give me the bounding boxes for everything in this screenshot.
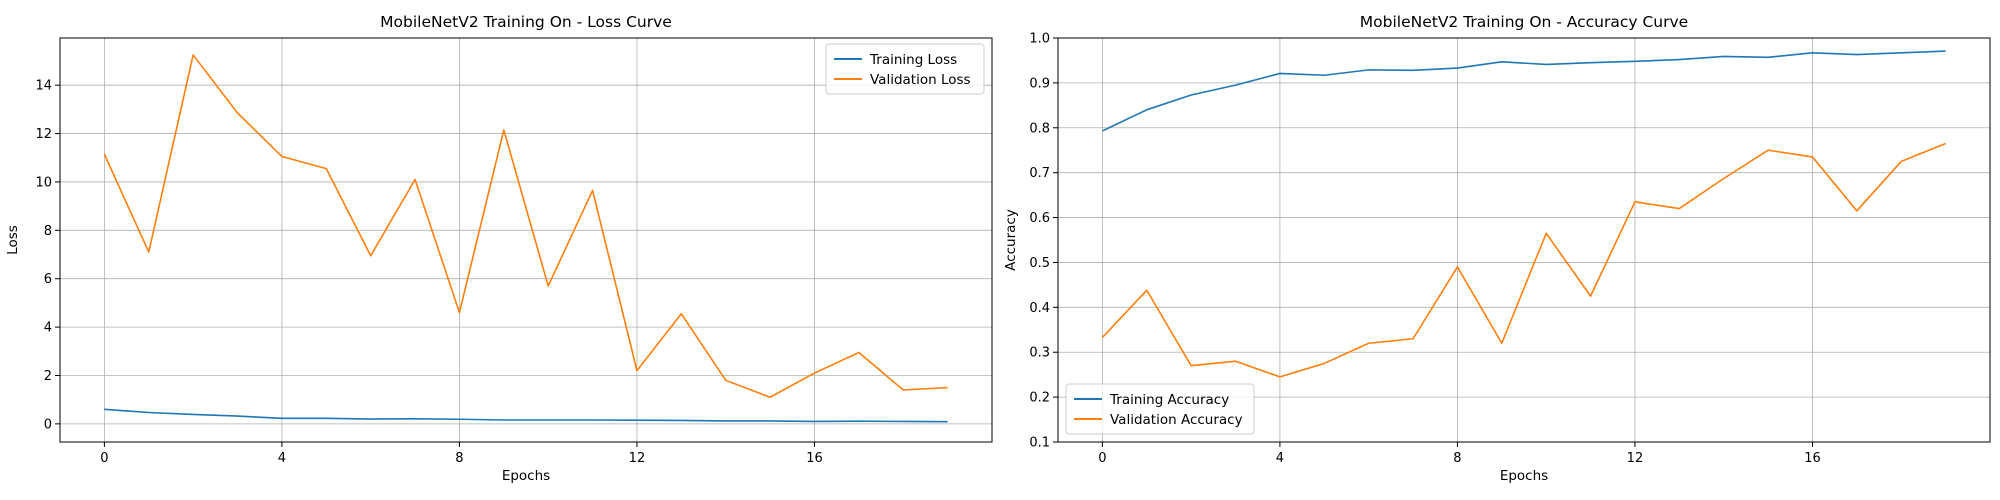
loss-y-tick-label-10: 10 xyxy=(35,175,52,190)
accuracy-chart-title: MobileNetV2 Training On - Accuracy Curve xyxy=(1360,13,1688,31)
accuracy-y-tick-label-0-1: 0.1 xyxy=(1029,436,1050,451)
accuracy-x-tick-label-16: 16 xyxy=(1804,451,1821,466)
loss-y-tick-label-8: 8 xyxy=(44,224,52,239)
loss-y-tick-label-6: 6 xyxy=(44,272,52,287)
loss-y-tick-label-12: 12 xyxy=(35,127,52,142)
accuracy-y-tick-label-0-4: 0.4 xyxy=(1029,301,1050,316)
series-line-validation-loss xyxy=(103,54,948,399)
accuracy-x-axis-label: Epochs xyxy=(1500,468,1548,484)
accuracy-x-ticks: 0 4 8 12 16 xyxy=(1098,442,1821,466)
accuracy-x-tick-label-8: 8 xyxy=(1453,451,1461,466)
accuracy-y-tick-label-0-3: 0.3 xyxy=(1029,346,1050,361)
series-line-training-loss xyxy=(104,408,948,423)
accuracy-y-tick-label-0-8: 0.8 xyxy=(1029,121,1050,136)
loss-chart: 0 4 8 12 16 0 2 4 6 8 10 12 14 MobileNetV2 Training… xyxy=(5,13,993,484)
accuracy-y-tick-label-1: 1.0 xyxy=(1029,32,1050,47)
loss-y-tick-label-14: 14 xyxy=(35,79,52,94)
legend-label-training-loss: Training Loss xyxy=(869,52,957,68)
loss-x-axis-label: Epochs xyxy=(502,468,550,484)
accuracy-legend-box xyxy=(1065,383,1255,435)
accuracy-y-tick-label-0-5: 0.5 xyxy=(1029,256,1050,271)
loss-x-tick-label-12: 12 xyxy=(629,451,646,466)
accuracy-x-tick-label-4: 4 xyxy=(1276,451,1284,466)
accuracy-y-tick-label-0-7: 0.7 xyxy=(1029,166,1050,181)
legend-label-training-accuracy: Training Accuracy xyxy=(1109,392,1229,408)
accuracy-lines xyxy=(1101,50,1946,378)
loss-x-tick-label-0: 0 xyxy=(100,451,108,466)
accuracy-y-tick-label-0-6: 0.6 xyxy=(1029,211,1050,226)
accuracy-y-axis-label: Accuracy xyxy=(1003,209,1019,271)
accuracy-axes-frame xyxy=(1057,37,1991,443)
accuracy-x-tick-label-0: 0 xyxy=(1098,451,1106,466)
loss-y-tick-label-2: 2 xyxy=(44,369,52,384)
series-line-training-accuracy xyxy=(1102,50,1946,132)
series-line-validation-accuracy xyxy=(1101,142,1946,378)
accuracy-y-tick-label-0-2: 0.2 xyxy=(1029,391,1050,406)
loss-y-tick-label-0: 0 xyxy=(44,417,52,432)
loss-lines xyxy=(103,54,948,423)
accuracy-y-tick-label-0-9: 0.9 xyxy=(1029,76,1050,91)
loss-x-tick-label-4: 4 xyxy=(278,451,286,466)
loss-legend: Training Loss Validation Loss xyxy=(825,43,985,95)
loss-x-tick-label-16: 16 xyxy=(806,451,823,466)
legend-label-validation-accuracy: Validation Accuracy xyxy=(1110,412,1243,428)
loss-x-ticks: 0 4 8 12 16 xyxy=(100,442,823,466)
accuracy-chart: 0 4 8 12 16 0.1 0.2 0.3 0.4 0.5 0.6 0.7 0.8 0.9 1.0 M… xyxy=(1003,13,1991,484)
loss-axes-frame xyxy=(59,37,993,443)
accuracy-x-tick-label-12: 12 xyxy=(1627,451,1644,466)
legend-label-validation-loss: Validation Loss xyxy=(870,72,971,88)
loss-x-tick-label-8: 8 xyxy=(455,451,463,466)
loss-y-axis-label: Loss xyxy=(5,225,21,255)
loss-y-tick-label-4: 4 xyxy=(44,321,52,336)
loss-y-ticks: 0 2 4 6 8 10 12 14 xyxy=(35,79,60,432)
accuracy-y-ticks: 0.1 0.2 0.3 0.4 0.5 0.6 0.7 0.8 0.9 1.0 xyxy=(1029,32,1058,451)
loss-chart-title: MobileNetV2 Training On - Loss Curve xyxy=(380,13,672,31)
accuracy-legend: Training Accuracy Validation Accuracy xyxy=(1065,383,1255,435)
loss-legend-box xyxy=(825,43,985,95)
